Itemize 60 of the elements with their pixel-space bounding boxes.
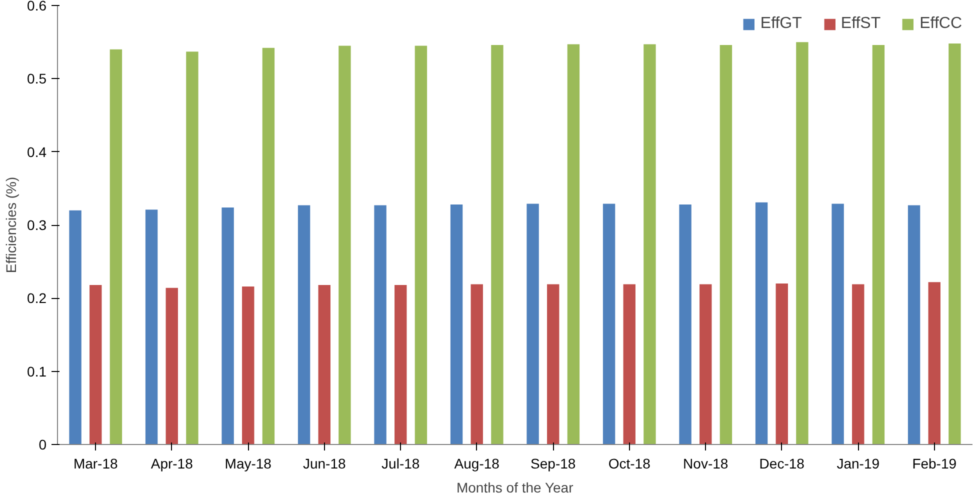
y-tick-label: 0.5 [27, 70, 47, 87]
x-tick-label: Dec-18 [759, 456, 805, 472]
x-tick-label: Nov-18 [683, 456, 728, 472]
y-tick-label: 0.4 [27, 144, 47, 160]
bar [318, 284, 330, 444]
bar [222, 207, 234, 444]
x-tick-label: May-18 [224, 456, 272, 472]
y-axis-title: Efficiencies (%) [3, 176, 20, 274]
legend-label: EffCC [920, 15, 962, 33]
x-tick-label: Aug-18 [454, 456, 500, 472]
bar [69, 210, 82, 444]
bar [470, 284, 483, 444]
x-tick-label: Sep-18 [530, 456, 576, 472]
bar [414, 46, 428, 444]
x-axis-title: Months of the Year [456, 480, 574, 496]
bar [908, 205, 920, 444]
bar [567, 44, 580, 444]
bar [700, 284, 712, 444]
legend-label: EffGT [760, 15, 802, 33]
bar [928, 282, 940, 444]
bar [374, 205, 386, 444]
bar [110, 49, 122, 444]
bar [623, 284, 636, 444]
bar [166, 288, 178, 444]
bar [491, 45, 504, 444]
bar [679, 204, 692, 444]
bar [547, 284, 560, 444]
bar [262, 48, 275, 444]
bar [602, 204, 616, 444]
bar [776, 284, 788, 444]
x-tick-label: Feb-19 [912, 456, 957, 472]
x-tick-label: Apr-18 [150, 456, 194, 472]
x-tick-label: Jan-19 [836, 456, 880, 472]
bar [242, 286, 254, 444]
legend-label: EffST [840, 15, 881, 33]
bar [872, 45, 885, 444]
y-tick-label: 0.6 [27, 0, 47, 14]
y-tick-label: 0.1 [27, 363, 47, 380]
x-tick-label: Oct-18 [608, 456, 651, 472]
bar [755, 202, 768, 444]
bar [948, 44, 961, 444]
y-tick-label: 0.3 [27, 217, 47, 233]
bar [338, 46, 351, 444]
bar [90, 284, 102, 444]
x-tick-label: Jul-18 [382, 456, 420, 472]
bar [298, 205, 310, 444]
bar [832, 204, 844, 444]
bar [720, 45, 732, 444]
bar [450, 204, 463, 444]
bar [852, 284, 864, 444]
bar [644, 44, 656, 444]
y-tick-label: 0.2 [27, 290, 47, 306]
y-tick-label: 0 [38, 436, 47, 452]
bar [394, 284, 407, 444]
x-tick-label: Mar-18 [73, 456, 118, 472]
x-tick-label: Jun-18 [302, 456, 346, 472]
bar [145, 210, 158, 444]
bar [796, 42, 808, 444]
bar [186, 52, 198, 444]
bar [526, 204, 539, 444]
